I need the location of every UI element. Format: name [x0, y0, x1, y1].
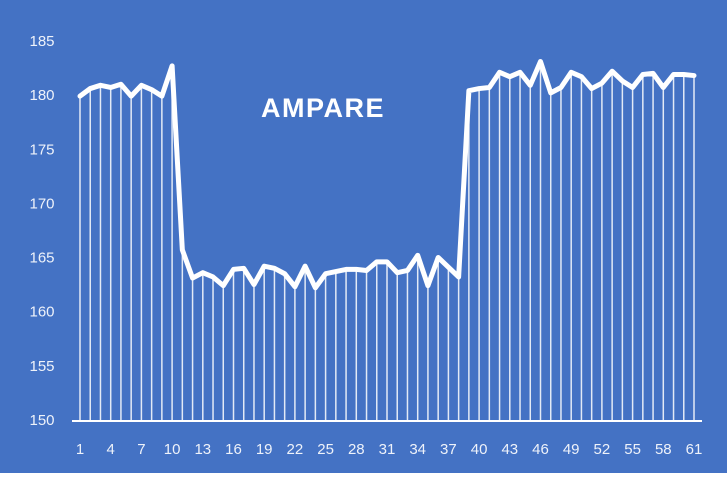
x-tick-label: 13: [194, 441, 211, 458]
x-tick-label: 25: [317, 441, 334, 458]
x-tick-label: 34: [409, 441, 426, 458]
x-tick-label: 52: [594, 441, 611, 458]
chart-title: AMPARE: [261, 93, 385, 123]
x-tick-label: 10: [164, 441, 181, 458]
y-tick-label: 185: [29, 33, 54, 50]
x-tick-label: 61: [686, 441, 703, 458]
x-tick-label: 19: [256, 441, 273, 458]
data-line: [77, 58, 697, 291]
x-tick-label: 37: [440, 441, 457, 458]
y-tick-label: 150: [29, 412, 54, 429]
x-tick-label: 1: [76, 441, 84, 458]
y-tick-label: 170: [29, 195, 54, 212]
x-tick-label: 28: [348, 441, 365, 458]
x-tick-label: 49: [563, 441, 580, 458]
x-tick-label: 31: [379, 441, 396, 458]
x-tick-label: 7: [137, 441, 145, 458]
y-tick-label: 165: [29, 250, 54, 267]
y-tick-label: 180: [29, 87, 54, 104]
x-tick-label: 4: [107, 441, 115, 458]
x-tick-label: 16: [225, 441, 242, 458]
x-tick-label: 40: [471, 441, 488, 458]
y-tick-label: 155: [29, 358, 54, 375]
x-tick-label: 43: [501, 441, 518, 458]
x-tick-label: 22: [287, 441, 304, 458]
x-tick-label: 55: [624, 441, 641, 458]
y-tick-label: 160: [29, 304, 54, 321]
y-tick-label: 175: [29, 141, 54, 158]
x-tick-label: 58: [655, 441, 672, 458]
x-tick-label: 46: [532, 441, 549, 458]
